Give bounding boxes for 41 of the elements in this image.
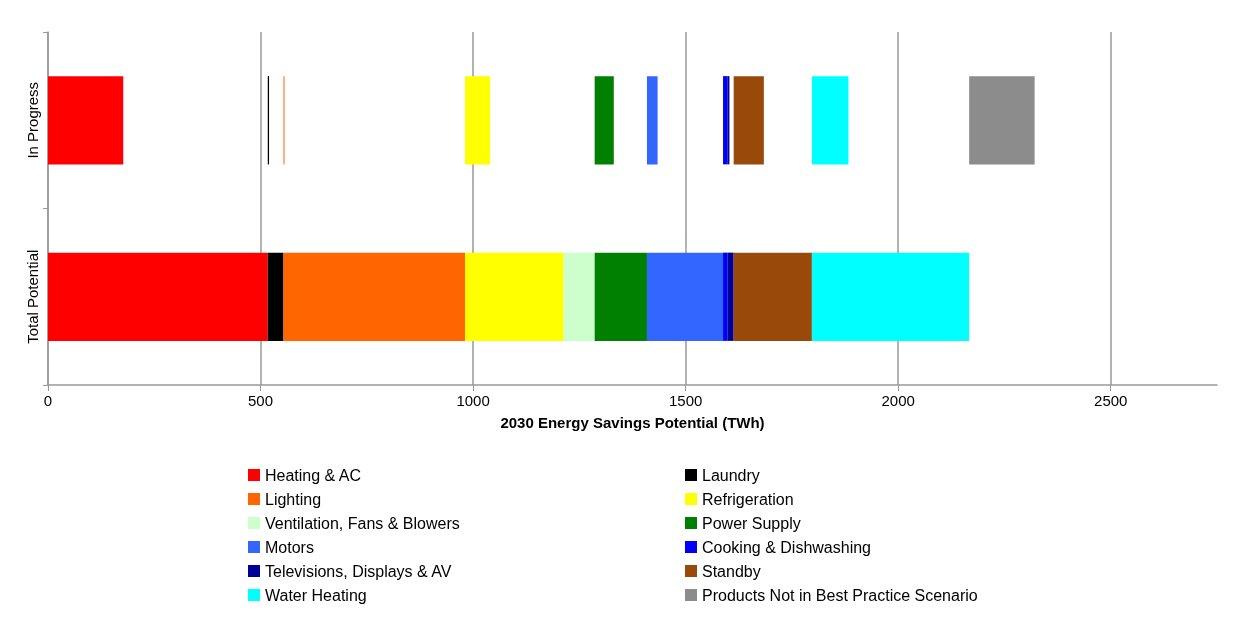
bar	[733, 76, 764, 165]
bar	[727, 252, 734, 341]
legend-label: Lighting	[265, 490, 322, 508]
y-tick-label: Total Potential	[24, 249, 41, 344]
bar	[811, 252, 970, 341]
x-tick-label: 0	[43, 392, 53, 409]
legend-label: Refrigeration	[702, 490, 794, 508]
bar	[646, 76, 658, 165]
bar	[48, 76, 124, 165]
bar	[723, 252, 728, 341]
bar	[733, 252, 812, 341]
bar	[727, 76, 730, 165]
legend-label: Water Heating	[265, 586, 367, 604]
bar	[594, 76, 614, 165]
bar	[723, 76, 728, 165]
bar	[465, 76, 491, 165]
x-tick-label: 2500	[1094, 392, 1128, 409]
legend-label: Ventilation, Fans & Blowers	[265, 514, 460, 532]
x-axis-title: 2030 Energy Savings Potential (TWh)	[500, 414, 765, 431]
bar	[563, 252, 595, 341]
y-tick-label: In Progress	[24, 81, 41, 159]
legend-label: Standby	[702, 562, 761, 580]
bar	[969, 76, 1035, 165]
bar	[283, 252, 466, 341]
x-tick-label: 2000	[881, 392, 915, 409]
bar	[811, 76, 849, 165]
x-tick-label: 1000	[456, 392, 490, 409]
bar	[594, 252, 647, 341]
legend-label: Laundry	[702, 466, 760, 484]
bar	[48, 252, 268, 341]
x-tick-label: 1500	[668, 392, 703, 409]
legend-label: Power Supply	[702, 514, 801, 532]
bar	[465, 252, 564, 341]
legend-label: Heating & AC	[265, 466, 362, 484]
legend-label: Motors	[265, 538, 314, 556]
legend-label: Televisions, Displays & AV	[265, 562, 452, 580]
x-tick-label: 500	[248, 392, 274, 409]
bar	[646, 252, 724, 341]
legend-label: Cooking & Dishwashing	[702, 538, 871, 556]
bar	[267, 252, 284, 341]
legend-label: Products Not in Best Practice Scenario	[702, 586, 978, 604]
